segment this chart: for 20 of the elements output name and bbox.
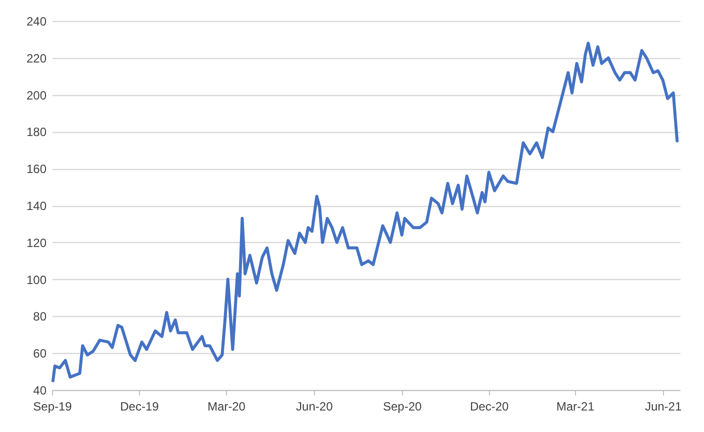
y-tick-label: 160	[26, 162, 47, 176]
x-tick-label: Dec-20	[470, 400, 509, 414]
y-tick-label: 180	[26, 125, 47, 140]
x-tick-label: Mar-21	[556, 400, 595, 414]
line-series	[51, 42, 679, 382]
x-tick-label: Mar-20	[207, 400, 246, 414]
x-tick-label: Jun-20	[296, 400, 334, 414]
y-tick-label: 240	[26, 14, 47, 28]
x-tick-label: Dec-19	[120, 400, 160, 414]
y-tick-label: 120	[26, 236, 47, 250]
y-tick-label: 40	[33, 384, 47, 398]
y-tick-label: 60	[33, 346, 47, 361]
x-tick-label: Jun-21	[644, 400, 682, 414]
y-tick-label: 100	[26, 272, 47, 287]
x-tick-label: Sep-19	[33, 400, 72, 414]
y-tick-label: 80	[33, 310, 47, 324]
y-tick-label: 140	[26, 199, 47, 213]
y-tick-label: 200	[26, 88, 47, 102]
x-tick-label: Sep-20	[382, 400, 422, 414]
y-tick-label: 220	[26, 51, 47, 66]
